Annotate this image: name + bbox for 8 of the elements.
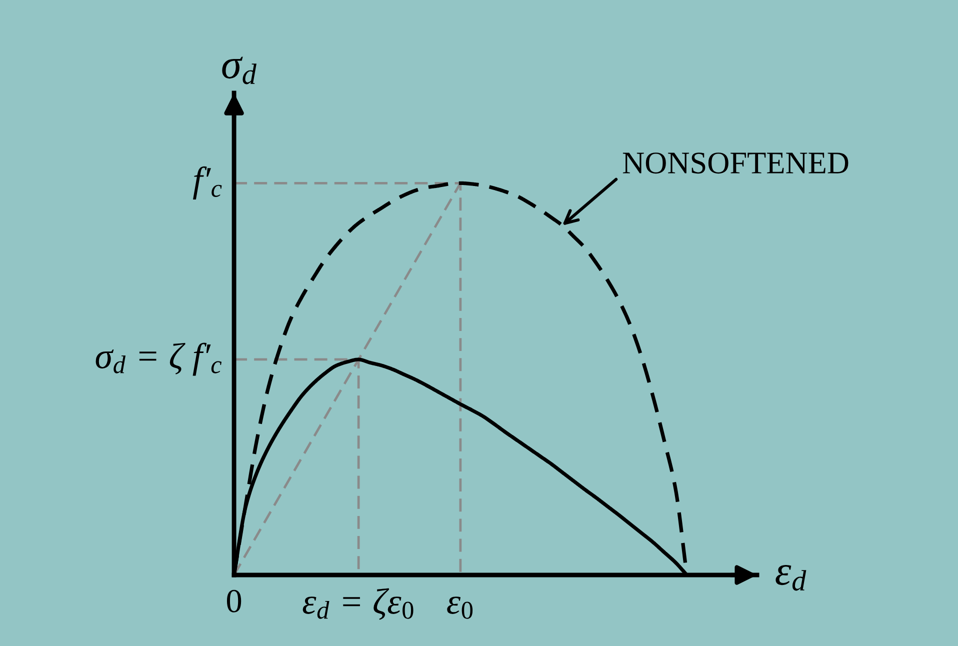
x-tick-label: ε$_{0}$ <box>447 596 473 619</box>
x-tick-label: ε$_{d}$ = ζε$_{0}$ <box>302 588 414 620</box>
text: NONSOFTENED <box>622 152 848 174</box>
x-tick-label: 0 <box>226 590 242 612</box>
x-axis-title: ε$_{d}$ <box>776 565 806 591</box>
y-axis-title: σ$_{d}$ <box>222 56 256 84</box>
series-label: σ$_{d}$ = ζ f′$_{c}$ <box>96 342 222 376</box>
series-label: f′$_{c}$ <box>193 166 222 200</box>
